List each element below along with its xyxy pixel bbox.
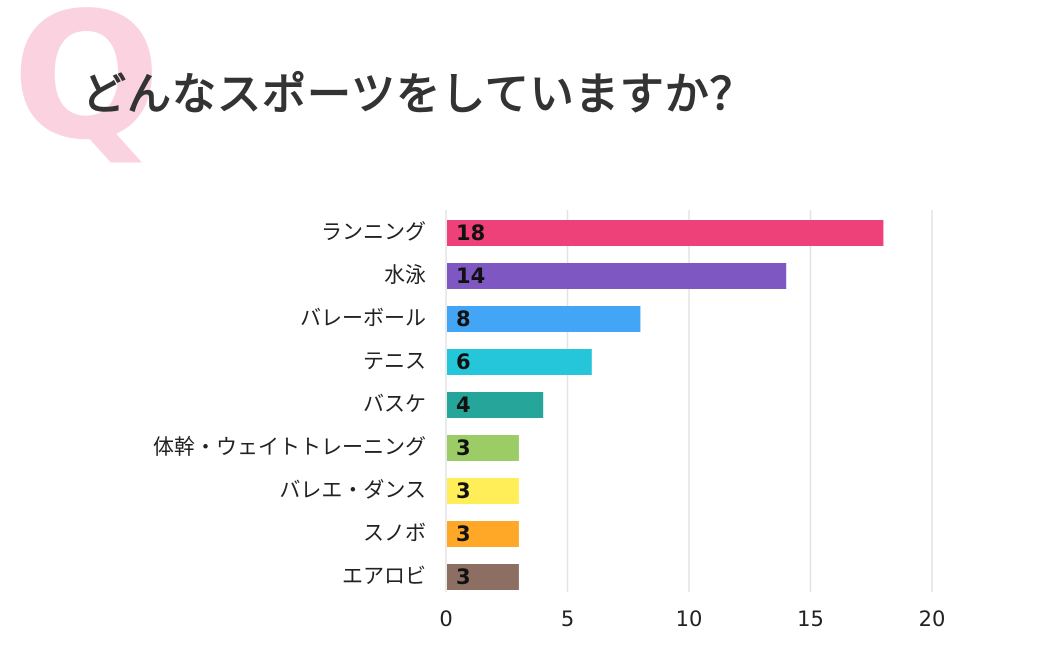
bar [447,435,519,461]
bar [447,564,519,590]
category-label: バレーボール [300,306,426,330]
bar [447,478,519,504]
category-label: バスケ [363,392,426,416]
bar [447,521,519,547]
data-label: 8 [456,307,471,331]
data-label: 14 [456,264,485,288]
x-tick-label: 0 [439,607,452,631]
x-tick-label: 5 [561,607,574,631]
bar [447,392,544,418]
q-mark-logo: Q [12,0,161,179]
category-label: 体幹・ウェイトトレーニング [153,435,426,459]
bar [447,220,884,246]
bar [447,263,787,289]
data-label: 6 [456,350,471,374]
data-label: 3 [456,565,471,589]
data-label: 3 [456,522,471,546]
category-label: テニス [363,349,426,373]
page-title: どんなスポーツをしていますか？ [82,69,755,120]
data-label: 3 [456,479,471,503]
x-tick-label: 10 [676,607,703,631]
data-label: 3 [456,436,471,460]
category-label: ランニング [321,220,426,244]
category-label: エアロビ [342,564,426,588]
category-label: 水泳 [384,263,426,287]
bar [447,349,592,375]
x-tick-label: 20 [919,607,946,631]
category-label: バレエ・ダンス [279,478,426,502]
x-tick-label: 15 [797,607,824,631]
bar [447,306,641,332]
data-label: 4 [456,393,471,417]
category-label: スノボ [363,521,426,545]
data-label: 18 [456,221,485,245]
